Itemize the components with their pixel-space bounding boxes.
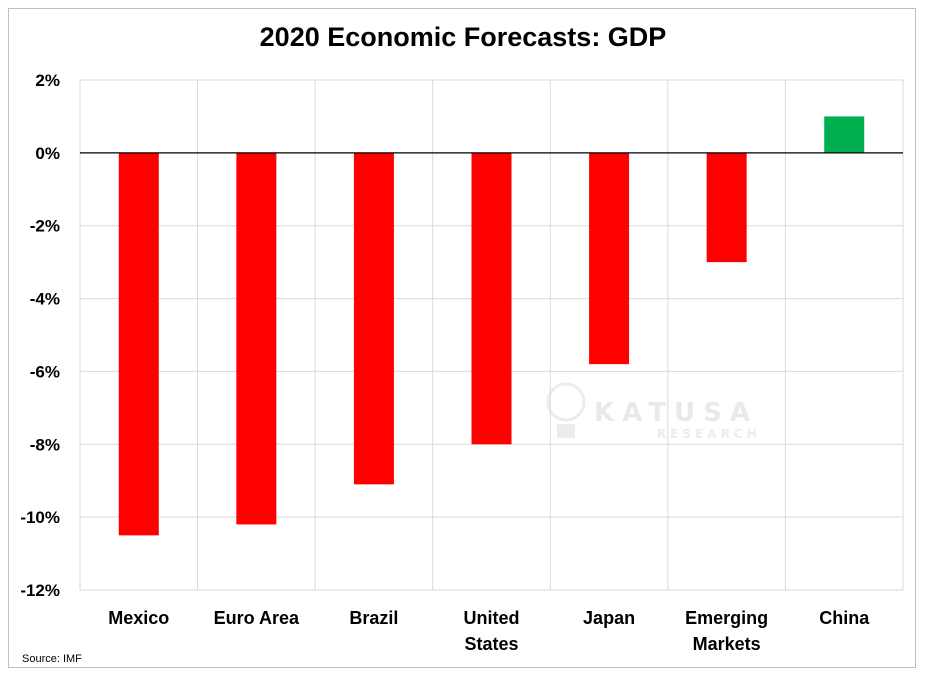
x-tick-label-line: China bbox=[819, 608, 870, 628]
x-tick-label-line: Japan bbox=[583, 608, 635, 628]
x-tick-label: China bbox=[819, 608, 870, 628]
x-tick-label: Japan bbox=[583, 608, 635, 628]
y-tick-label: -10% bbox=[20, 508, 60, 527]
gridlines bbox=[79, 79, 904, 591]
x-tick-label-line: Brazil bbox=[349, 608, 398, 628]
chart-title: 2020 Economic Forecasts: GDP bbox=[259, 22, 667, 52]
watermark-brand: KATUSA bbox=[594, 398, 758, 428]
chart-frame bbox=[8, 8, 916, 668]
watermark-sub: RESEARCH bbox=[657, 427, 761, 441]
bar-mexico bbox=[118, 152, 159, 536]
x-tick-label-line: States bbox=[464, 634, 518, 654]
x-tick-label-line: Markets bbox=[693, 634, 761, 654]
watermark-bulb-icon bbox=[546, 382, 586, 422]
bar-euro-area bbox=[236, 152, 277, 525]
y-tick-label: -8% bbox=[30, 435, 60, 454]
x-tick-label: Mexico bbox=[108, 608, 169, 628]
bar-japan bbox=[589, 152, 630, 365]
x-tick-label-line: Emerging bbox=[685, 608, 768, 628]
x-tick-label: Brazil bbox=[349, 608, 398, 628]
y-tick-label: -12% bbox=[20, 581, 60, 600]
watermark: KATUSA RESEARCH bbox=[546, 382, 761, 441]
y-tick-label: -2% bbox=[30, 217, 60, 236]
x-axis-categories: Mexico Euro Area Brazil United States Japan Em… bbox=[108, 608, 870, 654]
bar-china bbox=[824, 116, 865, 153]
x-tick-label: Emerging Markets bbox=[685, 608, 768, 654]
y-axis-ticks: 2% 0% -2% -4% -6% -8% -10% -12% bbox=[20, 71, 60, 600]
x-tick-label-line: United bbox=[464, 608, 520, 628]
x-tick-label: United States bbox=[464, 608, 520, 654]
bars bbox=[118, 116, 865, 536]
y-tick-label: -4% bbox=[30, 290, 60, 309]
x-tick-label-line: Euro Area bbox=[214, 608, 300, 628]
source-note: Source: IMF bbox=[22, 653, 82, 665]
x-tick-label-line: Mexico bbox=[108, 608, 169, 628]
bar-emerging-markets bbox=[706, 152, 747, 263]
y-tick-label: 0% bbox=[35, 144, 60, 163]
bar-brazil bbox=[353, 152, 394, 485]
x-tick-label: Euro Area bbox=[214, 608, 300, 628]
bar-united-states bbox=[471, 152, 512, 445]
y-tick-label: -6% bbox=[30, 362, 60, 381]
y-tick-label: 2% bbox=[35, 71, 60, 90]
watermark-bulb-base bbox=[557, 424, 575, 438]
